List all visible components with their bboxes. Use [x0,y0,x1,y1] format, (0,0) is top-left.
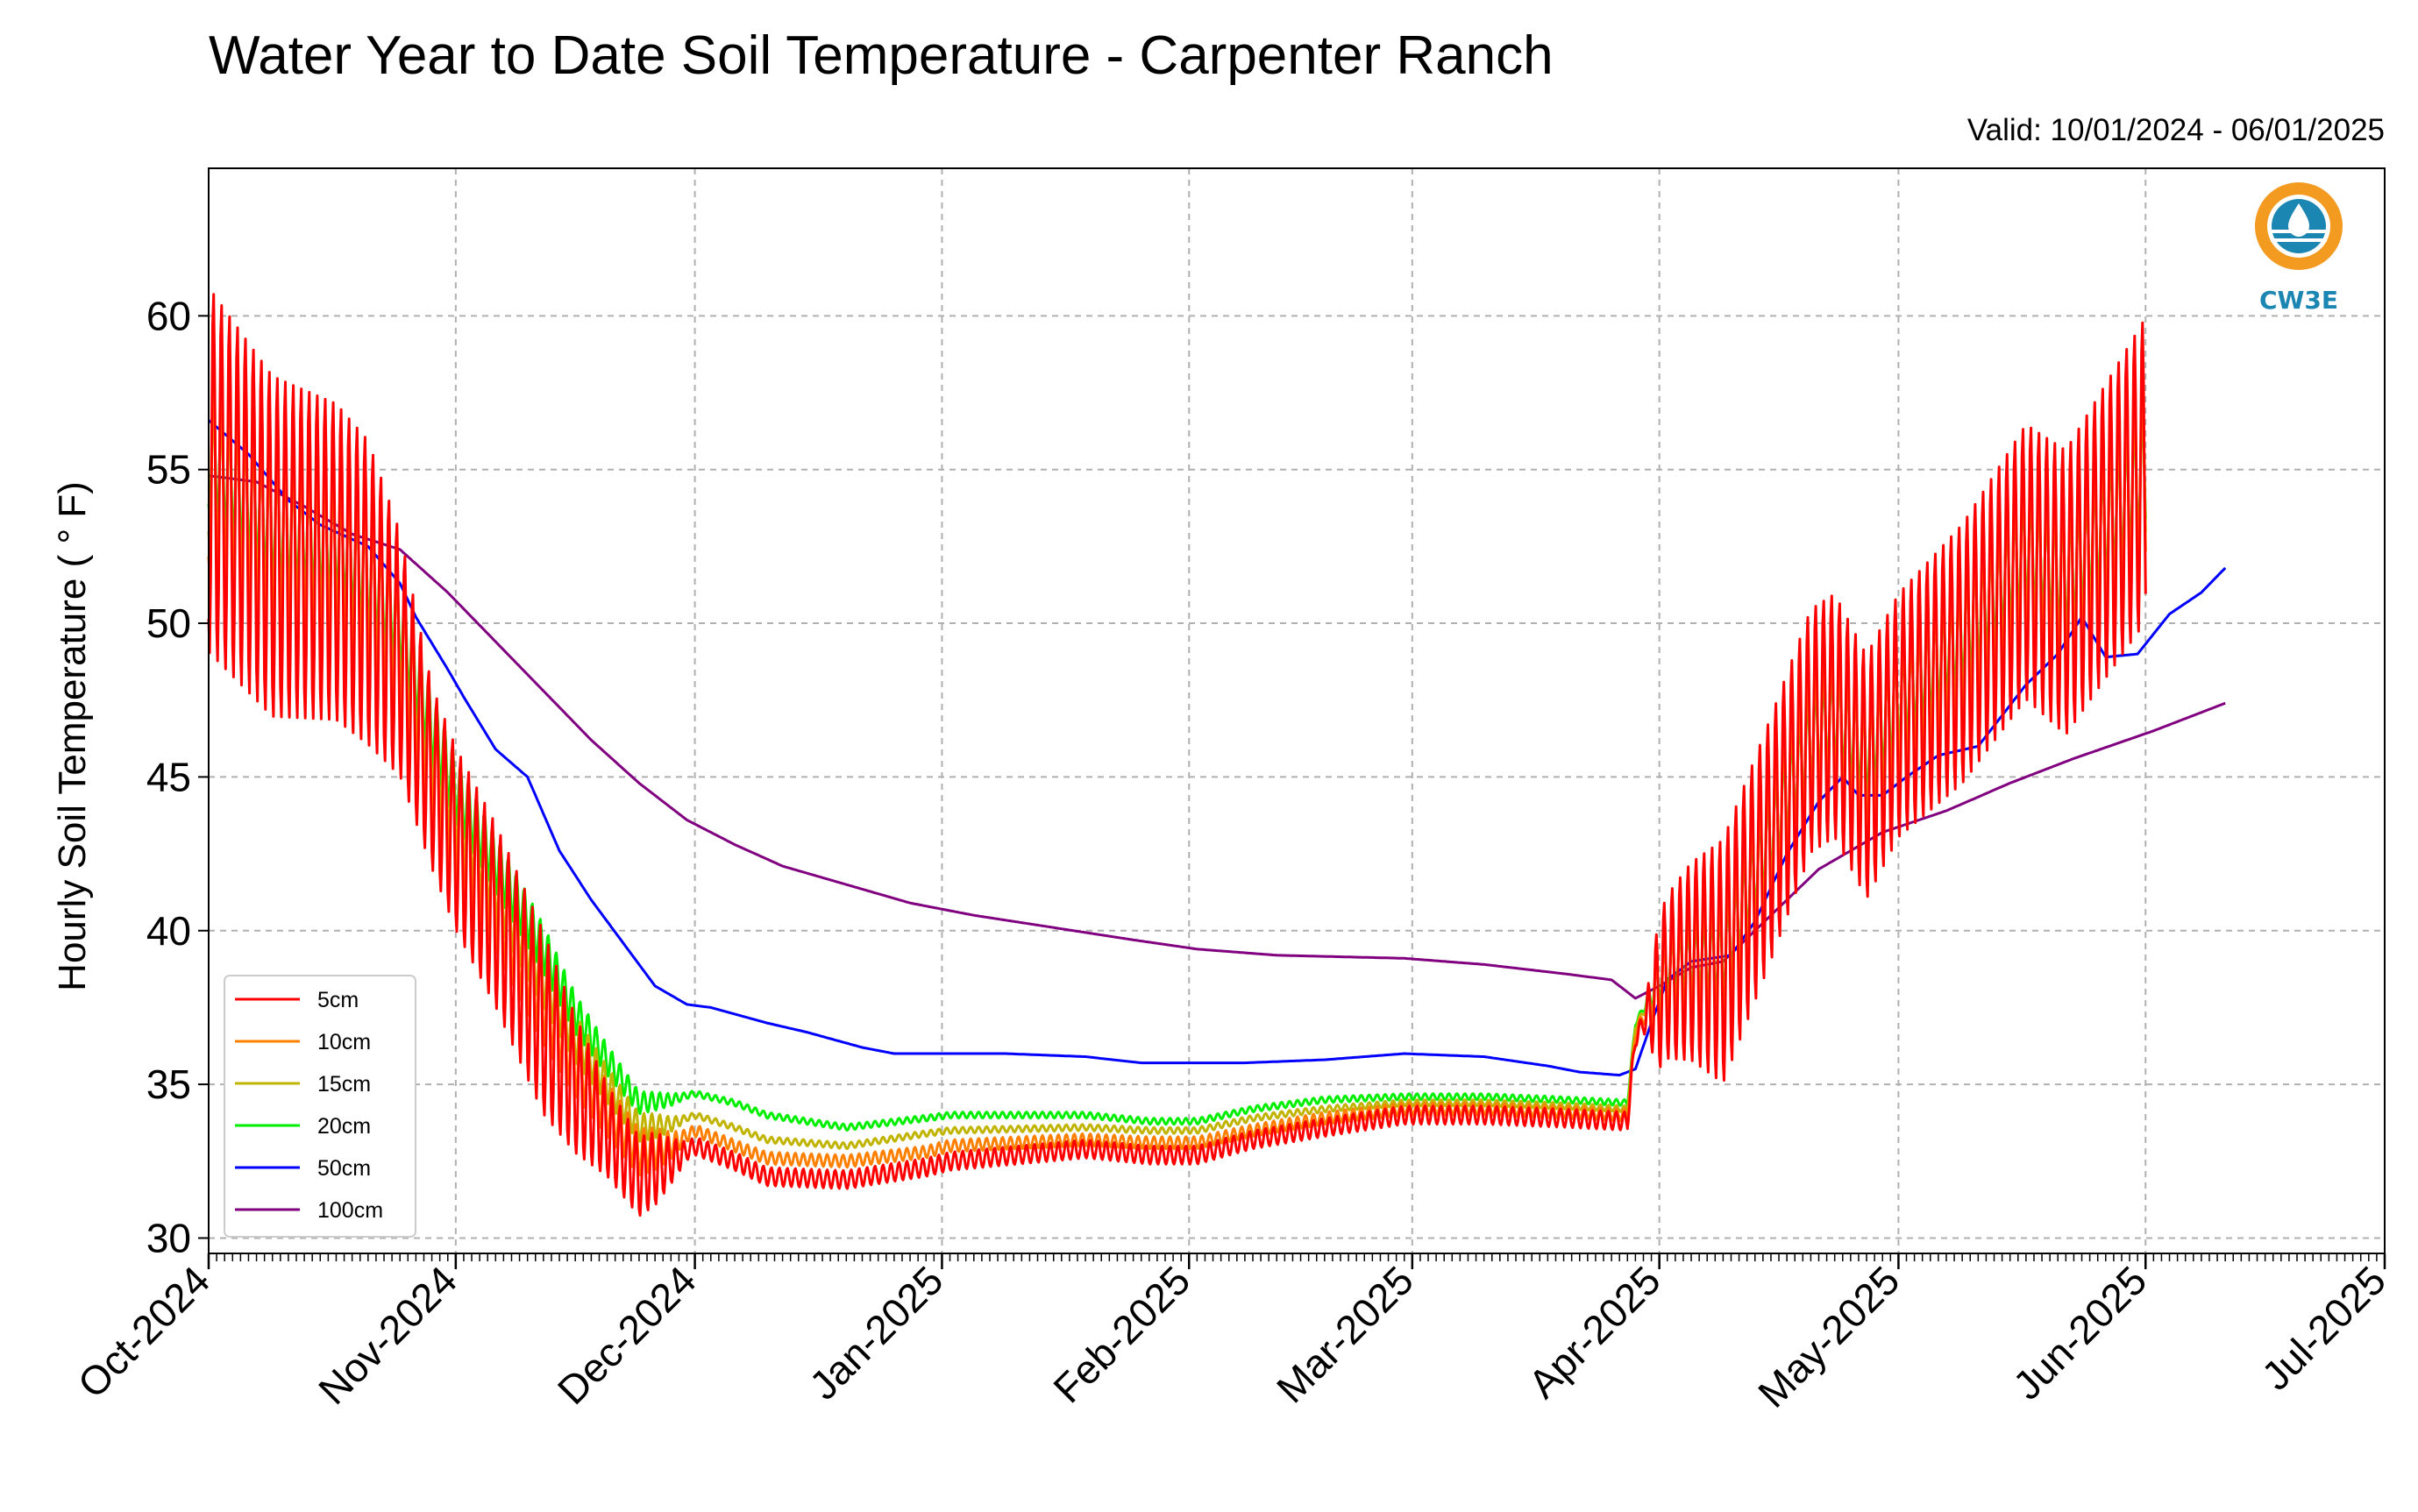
series-line-100cm [208,474,2226,1000]
series-line-5cm [207,293,2147,1217]
y-tick-label: 50 [146,600,191,646]
plot-series [207,293,2227,1217]
y-tick-label: 45 [146,754,191,799]
y-tick-label: 55 [146,447,191,493]
y-tick-label: 40 [146,908,191,954]
y-tick-label: 60 [146,293,191,338]
chart-title: Water Year to Date Soil Temperature - Ca… [209,25,1554,86]
legend-label-5cm: 5cm [317,988,359,1012]
logo-water-drop-icon [2288,203,2309,237]
legend-label-10cm: 10cm [317,1030,371,1054]
legend: 5cm 10cm 15cm 20cm 50cm 100cm [224,975,416,1238]
valid-date-range: Valid: 10/01/2024 - 06/01/2025 [1967,113,2385,147]
legend-label-20cm: 20cm [317,1114,371,1139]
legend-label-15cm: 15cm [317,1072,371,1097]
y-axis-ticks: 30 35 40 45 50 55 60 [146,293,209,1260]
legend-label-100cm: 100cm [317,1198,383,1223]
grid-lines [208,168,2386,1253]
logo-wave-icon [2271,238,2327,242]
y-tick-label: 35 [146,1061,191,1107]
y-axis-label: Hourly Soil Temperature ( ° F) [51,481,94,991]
cw3e-logo: CW3E [2255,182,2343,315]
legend-label-50cm: 50cm [317,1156,371,1181]
plot-frame [208,167,2386,1254]
logo-text: CW3E [2259,286,2338,315]
y-tick-label: 30 [146,1215,191,1260]
